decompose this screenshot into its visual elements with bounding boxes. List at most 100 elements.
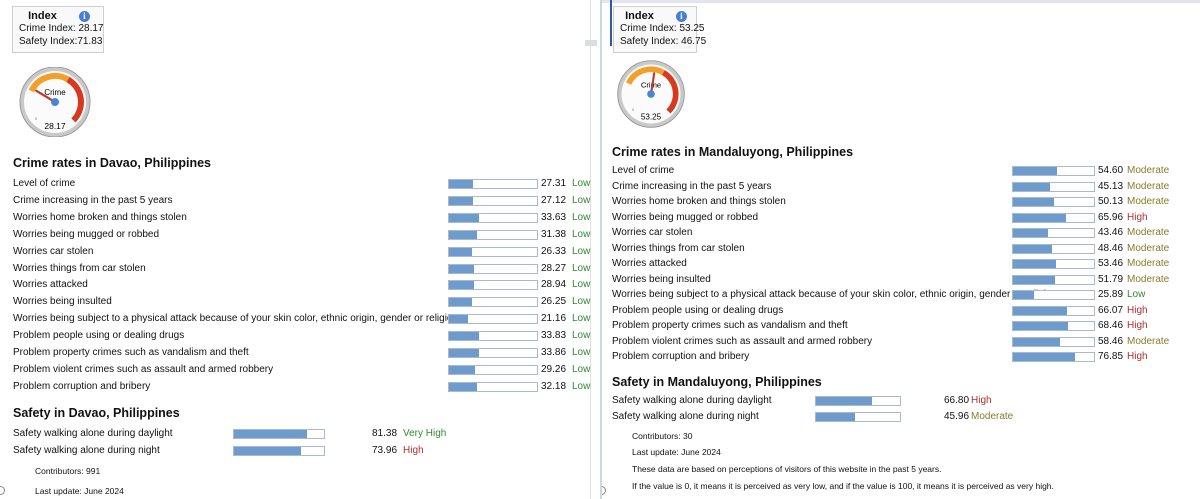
value-bar-fill [449, 298, 473, 307]
row-level: High [1127, 211, 1148, 223]
value-bar [815, 396, 901, 406]
row-value: 31.38 [541, 228, 567, 240]
row-label: Worries attacked [13, 279, 88, 291]
row-label: Level of crime [612, 165, 675, 176]
value-bar-fill [449, 349, 479, 357]
contributors: Contributors: 991 [35, 466, 101, 476]
value-bar [1012, 290, 1095, 300]
safety-title: Safety in Mandaluyong, Philippines [612, 375, 822, 389]
row-value: 33.86 [541, 347, 567, 358]
crime-rates-title: Crime rates in Mandaluyong, Philippines [612, 145, 854, 159]
row-label: Problem property crimes such as vandalis… [13, 347, 249, 358]
value-bar-fill [449, 332, 479, 341]
row-level: Low [572, 347, 591, 358]
row-level: Low [572, 262, 591, 274]
row-label: Crime increasing in the past 5 years [612, 180, 772, 192]
scale-note: If the value is 0, it means it is percei… [632, 481, 1054, 491]
row-level: Low [572, 380, 591, 392]
row-label: Problem corruption and bribery [13, 380, 151, 392]
row-label: Problem property crimes such as vandalis… [612, 320, 848, 331]
value-bar [233, 429, 325, 439]
index-box: Index i Crime Index: 28.17 Safety Index:… [12, 6, 104, 53]
value-bar [1012, 336, 1095, 347]
row-value: 43.46 [1098, 227, 1124, 238]
row-label: Worries being insulted [13, 296, 112, 308]
scroll-handle[interactable] [602, 486, 606, 495]
value-bar-fill [1013, 244, 1053, 253]
row-level: Low [572, 211, 591, 223]
value-bar-fill [1013, 213, 1067, 222]
row-label: Worries things from car stolen [13, 262, 146, 274]
value-bar [448, 297, 538, 308]
row-value: 32.18 [541, 380, 567, 392]
value-bar-fill [1013, 337, 1061, 346]
info-icon[interactable]: i [78, 10, 90, 22]
value-bar-fill [234, 446, 301, 455]
row-value: 45.96 [944, 410, 970, 422]
value-bar-fill [449, 315, 468, 324]
safety-index: Safety Index:71.83 [19, 36, 103, 47]
row-label: Safety walking alone during night [13, 444, 160, 456]
scroll-handle[interactable] [0, 486, 5, 495]
row-level: Moderate [1127, 180, 1170, 192]
crime-index: Crime Index: 53.25 [620, 23, 705, 34]
row-label: Safety walking alone during daylight [13, 428, 173, 439]
row-level: Moderate [1127, 273, 1170, 285]
row-label: Problem people using or dealing drugs [612, 304, 784, 316]
row-level: Very High [403, 428, 447, 439]
row-value: 27.12 [541, 194, 567, 206]
row-value: 33.83 [541, 330, 567, 342]
row-label: Safety walking alone during daylight [612, 395, 772, 406]
gauge-min-label: 0 [632, 108, 634, 112]
row-level: Low [1127, 289, 1146, 300]
row-value: 65.96 [1098, 211, 1124, 223]
row-value: 28.27 [541, 262, 567, 274]
gauge-hub [51, 98, 59, 106]
value-bar [1012, 274, 1095, 285]
value-bar [1012, 352, 1095, 362]
value-bar-fill [816, 412, 855, 421]
row-label: Worries being mugged or robbed [13, 228, 160, 240]
row-level: Low [572, 194, 591, 206]
row-label: Worries being subject to a physical atta… [13, 313, 459, 325]
row-level: Low [572, 313, 591, 325]
row-level: Low [572, 245, 591, 257]
row-level: Moderate [971, 410, 1014, 422]
value-bar-fill [234, 430, 308, 438]
row-label: Problem people using or dealing drugs [13, 330, 185, 342]
row-value: 26.33 [541, 245, 567, 257]
value-bar-fill [449, 180, 474, 188]
value-bar [1012, 197, 1095, 207]
value-bar [448, 364, 538, 375]
safety-index: Safety Index: 46.75 [620, 36, 707, 47]
row-label: Worries home broken and things stolen [13, 211, 187, 223]
row-level: Moderate [1127, 258, 1170, 269]
row-level: Low [572, 363, 591, 375]
info-icon[interactable]: i [675, 10, 687, 22]
row-value: 28.94 [541, 279, 567, 291]
index-title-row: Index i [19, 10, 99, 22]
index-title: Index [625, 10, 654, 22]
value-bar [448, 381, 538, 392]
gauge-value: 53.25 [641, 113, 662, 122]
row-label: Problem violent crimes such as assault a… [13, 363, 274, 375]
row-value: 54.60 [1098, 165, 1124, 176]
value-bar-fill [1013, 306, 1067, 315]
row-value: 27.31 [541, 178, 567, 189]
value-bar [1012, 243, 1095, 254]
value-bar-fill [1013, 198, 1054, 206]
value-bar [448, 246, 538, 257]
value-bar [1012, 212, 1095, 223]
value-bar-fill [449, 247, 473, 256]
value-bar-fill [1013, 322, 1069, 330]
gauge-max-label: 100 [72, 117, 78, 121]
value-bar [815, 411, 901, 422]
row-value: 73.96 [372, 444, 398, 456]
row-value: 51.79 [1098, 273, 1124, 285]
row-value: 33.63 [541, 211, 567, 223]
value-bar-fill [449, 382, 478, 391]
value-bar-fill [449, 213, 479, 222]
gauge-value: 28.17 [44, 121, 66, 131]
row-label: Worries things from car stolen [612, 242, 745, 254]
row-value: 53.46 [1098, 258, 1124, 269]
